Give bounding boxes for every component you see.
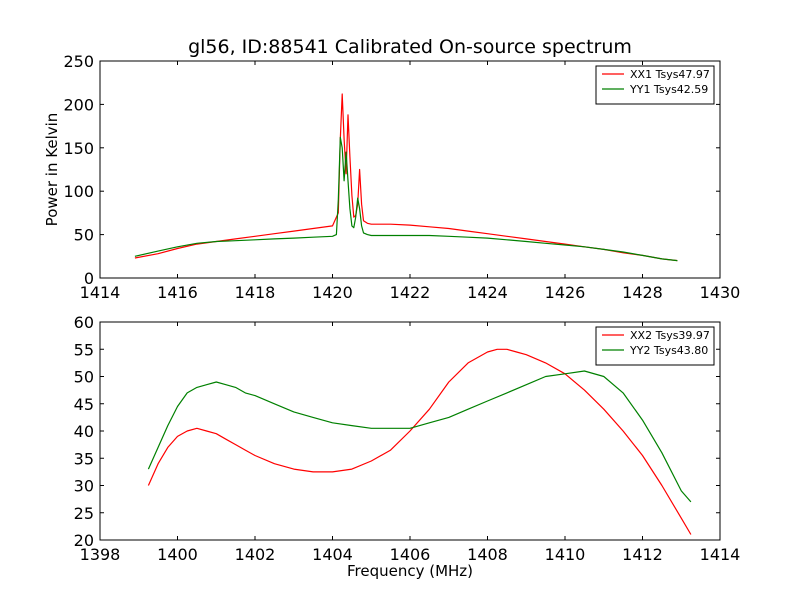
legend-label: YY1 Tsys42.59 [629, 83, 708, 96]
series-line-yy1 [134, 136, 678, 262]
y-tick-label: 200 [63, 95, 94, 114]
x-tick-label: 1404 [312, 545, 353, 564]
y-tick-label: 50 [74, 226, 94, 245]
x-tick-label: 1412 [622, 545, 663, 564]
x-tick-label: 1418 [235, 283, 276, 302]
series-line-xx2 [147, 348, 692, 535]
x-tick-label: 1410 [545, 545, 586, 564]
series-line-xx1 [134, 93, 678, 262]
legend-label: XX1 Tsys47.97 [630, 68, 710, 81]
series-line-yy2 [147, 370, 692, 503]
y-tick-label: 50 [74, 368, 94, 387]
x-tick-label: 1414 [80, 283, 121, 302]
legend-box [595, 65, 715, 105]
legend-box [595, 326, 715, 366]
top-panel: 1414 1416 1418 1420 1422 1424 1426 1428 1430 0 50 1… [43, 52, 740, 302]
x-tick-label: 1414 [700, 545, 741, 564]
y-tick-label: 45 [74, 395, 94, 414]
y-tick-label: 25 [74, 504, 94, 523]
x-tick-label: 1428 [622, 283, 663, 302]
x-tick-label: 1426 [545, 283, 586, 302]
y-axis-title: Power in Kelvin [43, 113, 61, 227]
y-tick-label: 250 [63, 52, 94, 71]
x-tick-label: 1400 [157, 545, 198, 564]
y-tick-label: 100 [63, 182, 94, 201]
y-tick-label: 20 [74, 531, 94, 550]
y-tick-label: 55 [74, 340, 94, 359]
legend: XX1 Tsys47.97 YY1 Tsys42.59 [595, 65, 715, 105]
legend-label: YY2 Tsys43.80 [629, 344, 708, 357]
x-axis-title: Frequency (MHz) [347, 562, 473, 580]
x-tick-label: 1424 [467, 283, 508, 302]
x-tick-label: 1406 [390, 545, 431, 564]
y-tick-label: 60 [74, 313, 94, 332]
x-tick-label: 1408 [467, 545, 508, 564]
x-tick-label: 1416 [157, 283, 198, 302]
y-tick-label: 0 [84, 269, 94, 288]
bottom-panel: 1398 1400 1402 1404 1406 1408 1410 1412 1414 20 25… [74, 313, 741, 580]
x-tick-label: 1420 [312, 283, 353, 302]
legend: XX2 Tsys39.97 YY2 Tsys43.80 [595, 326, 715, 366]
legend-label: XX2 Tsys39.97 [630, 329, 710, 342]
y-tick-label: 40 [74, 422, 94, 441]
y-tick-label: 35 [74, 449, 94, 468]
x-tick-label: 1398 [80, 545, 121, 564]
y-tick-label: 150 [63, 139, 94, 158]
y-tick-label: 30 [74, 477, 94, 496]
x-tick-label: 1422 [390, 283, 431, 302]
x-tick-label: 1402 [235, 545, 276, 564]
x-tick-label: 1430 [700, 283, 741, 302]
chart-title: gl56, ID:88541 Calibrated On-source spec… [188, 36, 632, 58]
